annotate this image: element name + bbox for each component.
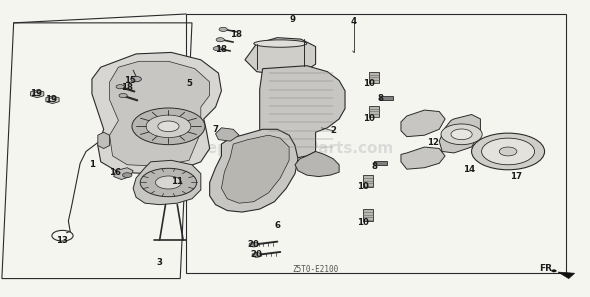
Text: 4: 4 (351, 17, 357, 26)
Circle shape (499, 147, 517, 156)
Circle shape (481, 138, 535, 165)
Circle shape (451, 129, 472, 140)
Polygon shape (110, 61, 209, 166)
Circle shape (116, 85, 124, 89)
Text: 18: 18 (122, 83, 133, 92)
Text: 3: 3 (156, 258, 163, 267)
Polygon shape (209, 129, 298, 212)
Circle shape (552, 270, 556, 272)
Circle shape (441, 124, 482, 145)
Circle shape (471, 133, 545, 170)
Text: 8: 8 (372, 162, 378, 171)
Text: 14: 14 (463, 165, 475, 174)
Text: 9: 9 (289, 15, 295, 24)
Text: 11: 11 (171, 176, 183, 186)
Text: Z5T0-E2100: Z5T0-E2100 (293, 265, 339, 274)
Circle shape (131, 76, 142, 82)
Polygon shape (133, 160, 201, 205)
Text: 5: 5 (186, 79, 192, 88)
Polygon shape (98, 132, 110, 148)
Polygon shape (260, 66, 345, 159)
Circle shape (123, 173, 132, 178)
Text: ReplacementParts.com: ReplacementParts.com (196, 141, 394, 156)
Circle shape (140, 168, 196, 197)
Circle shape (146, 115, 191, 138)
Text: 19: 19 (45, 95, 57, 104)
Circle shape (216, 38, 224, 42)
Text: 20: 20 (248, 240, 260, 249)
Bar (369, 106, 379, 117)
Polygon shape (114, 168, 133, 180)
Text: 16: 16 (110, 168, 122, 177)
Polygon shape (401, 110, 445, 137)
Text: 17: 17 (510, 172, 522, 181)
Polygon shape (46, 96, 59, 104)
Bar (369, 72, 379, 83)
Circle shape (49, 98, 56, 102)
Text: 7: 7 (212, 125, 219, 134)
Text: 13: 13 (57, 236, 68, 245)
Ellipse shape (254, 40, 307, 47)
Circle shape (213, 47, 221, 51)
Text: 20: 20 (251, 250, 263, 259)
Polygon shape (215, 128, 239, 141)
Bar (381, 96, 394, 100)
Text: 12: 12 (427, 138, 440, 147)
Polygon shape (401, 147, 445, 169)
Text: 18: 18 (215, 45, 227, 54)
Polygon shape (295, 151, 339, 177)
Bar (363, 175, 373, 187)
Bar (375, 161, 388, 165)
Text: 10: 10 (363, 79, 375, 88)
Circle shape (34, 92, 41, 96)
Circle shape (119, 94, 127, 98)
Bar (363, 209, 373, 221)
Circle shape (156, 176, 181, 189)
Text: 2: 2 (330, 126, 336, 135)
Circle shape (249, 242, 258, 247)
Polygon shape (92, 53, 221, 174)
Polygon shape (245, 38, 316, 75)
Polygon shape (31, 90, 44, 98)
Text: 10: 10 (357, 218, 369, 227)
Polygon shape (221, 135, 289, 203)
Text: 19: 19 (30, 89, 42, 98)
Text: FR.: FR. (539, 264, 556, 273)
Text: 6: 6 (274, 221, 280, 230)
Circle shape (252, 252, 261, 257)
Text: 18: 18 (230, 30, 242, 39)
Circle shape (219, 27, 227, 31)
Text: 1: 1 (89, 160, 95, 169)
Circle shape (158, 121, 179, 132)
Text: 10: 10 (363, 114, 375, 124)
Polygon shape (558, 272, 575, 279)
Circle shape (132, 108, 205, 145)
Text: 8: 8 (378, 94, 384, 103)
Polygon shape (439, 115, 480, 153)
Text: 10: 10 (357, 182, 369, 192)
Text: 15: 15 (124, 76, 136, 85)
